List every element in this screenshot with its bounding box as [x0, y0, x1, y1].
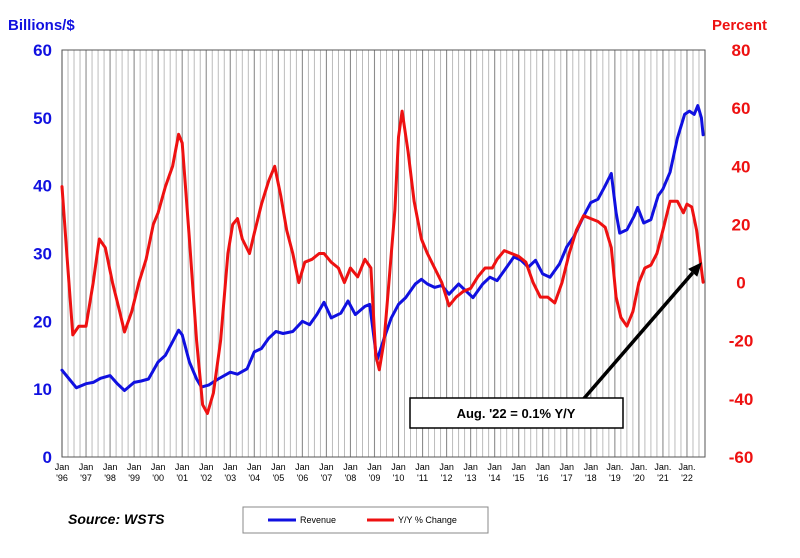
x-tick-label-year: '18 [585, 473, 597, 483]
x-tick-label-year: '98 [104, 473, 116, 483]
x-tick-label-year: '97 [80, 473, 92, 483]
right-tick-label: 0 [736, 274, 745, 293]
annotation-text: Aug. '22 = 0.1% Y/Y [457, 406, 576, 421]
x-tick-label-month: Jan [343, 462, 358, 472]
x-tick-label-month: Jan [295, 462, 310, 472]
x-tick-label-month: Jan [223, 462, 238, 472]
x-tick-label-month: Jan [247, 462, 262, 472]
x-tick-label-year: '00 [152, 473, 164, 483]
right-tick-label: 60 [732, 99, 751, 118]
left-tick-label: 20 [33, 312, 52, 331]
series-line-yoy-change [60, 109, 705, 415]
annotation-box [409, 397, 624, 429]
x-tick-label-year: '19 [609, 473, 621, 483]
series-line-revenue [60, 104, 705, 392]
x-tick-label-year: '99 [128, 473, 140, 483]
x-tick-label-year: '05 [272, 473, 284, 483]
x-tick-label-month: Jan [319, 462, 334, 472]
x-tick-label-month: Jan [415, 462, 430, 472]
x-tick-label-year: '14 [489, 473, 501, 483]
left-axis-title: Billions/$ [8, 17, 75, 34]
left-tick-label: 0 [43, 448, 52, 467]
legend-label-revenue: Revenue [300, 515, 336, 525]
x-tick-label-month: Jan. [678, 462, 695, 472]
x-tick-label-month: Jan [175, 462, 190, 472]
left-tick-label: 40 [33, 177, 52, 196]
x-tick-label-year: '12 [441, 473, 453, 483]
x-tick-label-month: Jan [127, 462, 142, 472]
x-tick-label-year: '13 [465, 473, 477, 483]
x-tick-label-year: '07 [321, 473, 333, 483]
x-tick-label-year: '96 [56, 473, 68, 483]
x-tick-label-month: Jan [391, 462, 406, 472]
x-tick-label-month: Jan [79, 462, 94, 472]
x-tick-label-year: '17 [561, 473, 573, 483]
series-layer [60, 104, 705, 415]
right-axis-title: Percent [712, 17, 767, 34]
x-tick-label-year: '09 [369, 473, 381, 483]
right-tick-label: 40 [732, 157, 751, 176]
x-tick-label-month: Jan [199, 462, 214, 472]
x-tick-label-month: Jan [511, 462, 526, 472]
x-tick-label-month: Jan [487, 462, 502, 472]
left-axis-ticks: 0 10 20 30 40 50 60 [33, 41, 52, 467]
right-tick-label: 20 [732, 215, 751, 234]
x-tick-label-month: Jan [535, 462, 550, 472]
left-tick-label: 30 [33, 245, 52, 264]
x-axis-ticks: Jan'96Jan'97Jan'98Jan'99Jan'00Jan'01Jan'… [55, 462, 696, 483]
x-tick-label-month: Jan [103, 462, 118, 472]
vertical-gridlines [61, 50, 706, 457]
x-tick-label-year: '10 [393, 473, 405, 483]
x-tick-label-month: Jan [560, 462, 575, 472]
right-tick-label: 80 [732, 41, 751, 60]
x-tick-label-month: Jan. [606, 462, 623, 472]
right-tick-label: -40 [729, 390, 754, 409]
legend-label-yoy: Y/Y % Change [398, 515, 457, 525]
legend: Revenue Y/Y % Change [242, 506, 489, 534]
annotation-arrowhead [688, 262, 702, 277]
x-tick-label-year: '20 [633, 473, 645, 483]
left-tick-label: 10 [33, 380, 52, 399]
x-tick-label-month: Jan [55, 462, 70, 472]
x-tick-label-year: '16 [537, 473, 549, 483]
x-tick-label-month: Jan [463, 462, 478, 472]
x-tick-label-month: Jan. [654, 462, 671, 472]
right-tick-label: -60 [729, 448, 754, 467]
x-tick-label-year: '06 [297, 473, 309, 483]
x-tick-label-year: '15 [513, 473, 525, 483]
x-tick-label-year: '03 [224, 473, 236, 483]
right-tick-label: -20 [729, 332, 754, 351]
x-tick-label-month: Jan [151, 462, 166, 472]
x-tick-label-year: '21 [657, 473, 669, 483]
x-tick-label-year: '02 [200, 473, 212, 483]
x-tick-label-month: Jan [271, 462, 286, 472]
x-tick-label-month: Jan [584, 462, 599, 472]
x-tick-label-year: '08 [345, 473, 357, 483]
x-tick-label-year: '22 [681, 473, 693, 483]
right-axis-ticks: -60 -40 -20 0 20 40 60 80 [729, 41, 754, 467]
left-tick-label: 50 [33, 109, 52, 128]
source-label: Source: WSTS [68, 511, 165, 527]
annotation-arrow [582, 271, 695, 401]
left-tick-label: 60 [33, 41, 52, 60]
plot-frame [61, 49, 706, 458]
x-tick-label-month: Jan [439, 462, 454, 472]
x-tick-label-year: '04 [248, 473, 260, 483]
annotation: Aug. '22 = 0.1% Y/Y [409, 262, 702, 429]
x-tick-label-year: '01 [176, 473, 188, 483]
x-tick-label-month: Jan [367, 462, 382, 472]
x-tick-label-month: Jan. [630, 462, 647, 472]
x-tick-label-year: '11 [417, 473, 428, 483]
